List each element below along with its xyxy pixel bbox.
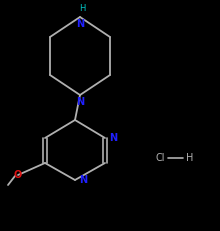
Text: O: O (14, 170, 22, 180)
Text: N: N (76, 97, 84, 107)
Text: N: N (76, 19, 84, 29)
Text: N: N (109, 133, 117, 143)
Text: H: H (79, 4, 85, 13)
Text: H: H (186, 153, 193, 163)
Text: Cl: Cl (155, 153, 165, 163)
Text: N: N (79, 175, 87, 185)
